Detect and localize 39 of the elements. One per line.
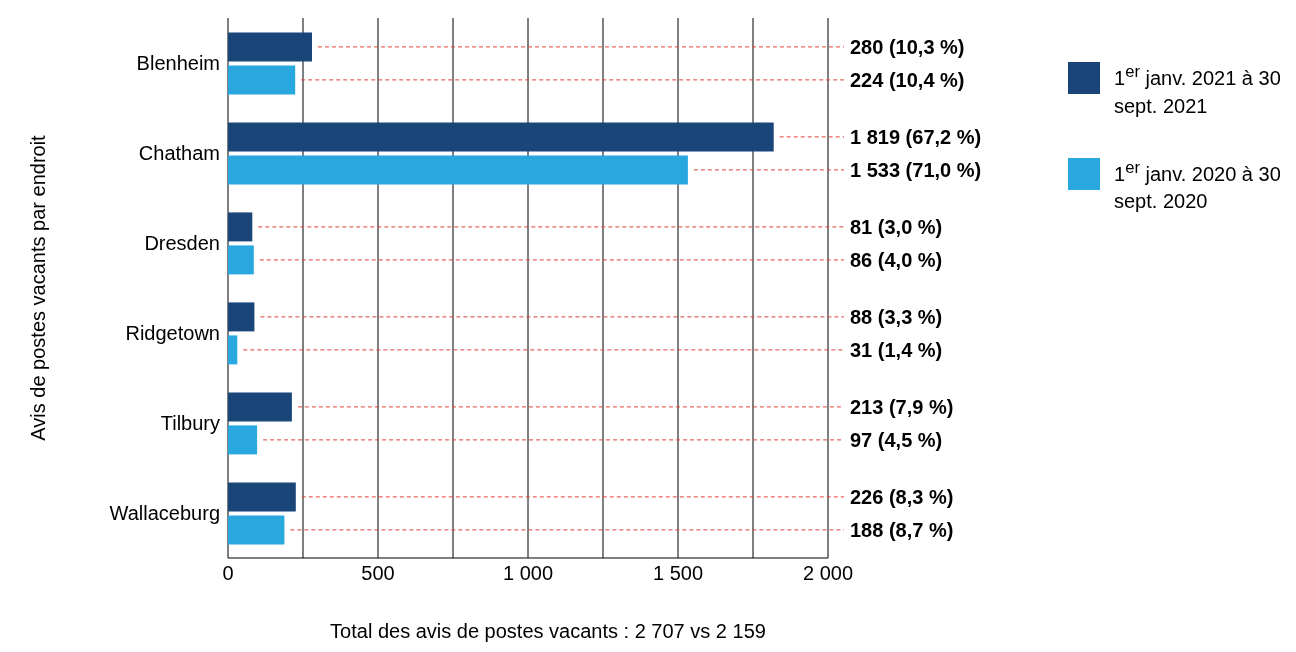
bar [228,212,253,242]
x-tick-label: 0 [222,562,234,585]
bar [228,335,238,365]
bar [228,155,688,185]
y-tick-label: Chatham [138,142,220,165]
bar [228,302,255,332]
bar [228,245,254,275]
data-label: 280 (10,3 %) [850,35,965,58]
data-label: 226 (8,3 %) [850,485,954,508]
x-tick-label: 1 000 [502,562,554,585]
data-label: 86 (4,0 %) [850,248,943,271]
data-label: 88 (3,3 %) [850,305,943,328]
x-tick-label: 2 000 [802,562,854,585]
legend-label: 1$^{er}$ janv. 2021 à 30 sept. 2021 [1114,61,1282,119]
y-tick-label: Tilbury [160,412,220,435]
data-label: 81 (3,0 %) [850,215,943,238]
text: Total des avis de postes vacants : 2 707 vs 2 159 [329,620,767,643]
bar [228,392,292,422]
y-axis-title: Avis de postes vacants par endroit [27,134,50,441]
data-label: 188 (8,7 %) [850,518,954,541]
legend-label: 1$^{er}$ janv. 2020 à 30 sept. 2020 [1114,156,1282,215]
data-label: 97 (4,5 %) [850,428,943,451]
x-tick-label: 1 500 [652,562,704,585]
bar [228,515,285,545]
bar [228,122,774,152]
bar [228,65,296,95]
y-tick-label: Wallaceburg [109,502,220,525]
x-tick-label: 500 [361,562,395,585]
y-tick-label: Ridgetown [125,322,220,345]
data-label: 31 (1,4 %) [850,338,943,361]
data-label: 1 533 (71,0 %) [850,158,982,181]
y-tick-label: Blenheim [136,52,220,75]
bar [228,482,296,512]
data-label: 224 (10,4 %) [850,68,965,91]
data-label: 213 (7,9 %) [850,395,954,418]
bar [228,32,312,62]
data-label: 1 819 (67,2 %) [850,125,982,148]
bar [228,425,258,455]
y-tick-label: Dresden [144,232,220,255]
